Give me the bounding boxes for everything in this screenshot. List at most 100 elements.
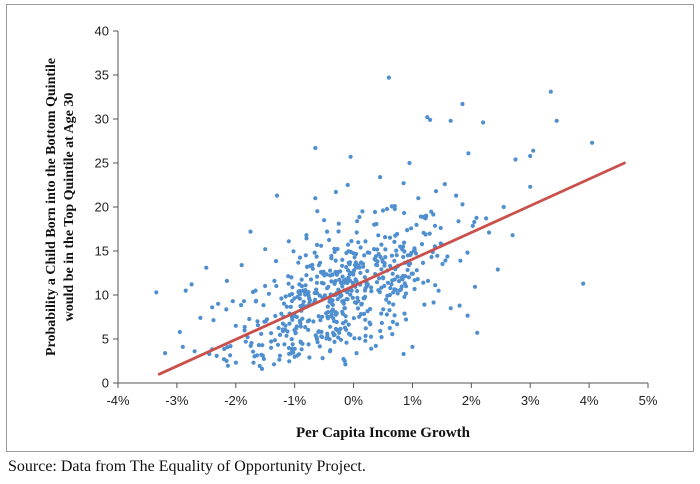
- data-point: [306, 290, 311, 295]
- data-point: [336, 287, 341, 292]
- data-point: [283, 294, 288, 299]
- data-point: [332, 281, 337, 286]
- data-point: [416, 196, 421, 201]
- data-point: [427, 231, 432, 236]
- scatter-chart: 0 5 10 15 20 25 30 35 40 -4% -3% -2% -1% 0% 1% 2% 3% 4% 5%…: [44, 24, 658, 442]
- data-point: [435, 253, 440, 258]
- data-point: [384, 206, 390, 212]
- data-point: [442, 182, 447, 187]
- data-point: [305, 264, 310, 269]
- data-point: [346, 260, 351, 265]
- data-point: [395, 291, 400, 296]
- data-point: [394, 253, 399, 258]
- data-point: [358, 245, 363, 250]
- data-point: [390, 332, 395, 337]
- data-point: [304, 233, 309, 238]
- data-point: [392, 313, 397, 318]
- data-point: [300, 316, 305, 321]
- data-point: [344, 265, 349, 270]
- data-point: [355, 219, 360, 224]
- data-point: [338, 326, 343, 331]
- data-point: [405, 253, 410, 258]
- x-axis-title: Per Capita Income Growth: [296, 425, 471, 441]
- data-point: [466, 151, 471, 156]
- data-point: [369, 285, 374, 290]
- data-point: [269, 345, 274, 350]
- data-point: [429, 209, 434, 214]
- data-point: [460, 202, 465, 207]
- data-point: [259, 366, 265, 371]
- data-point: [359, 302, 364, 307]
- data-point: [304, 273, 309, 278]
- data-point: [458, 258, 463, 263]
- data-point: [387, 325, 392, 331]
- data-point: [298, 292, 303, 297]
- data-point: [335, 297, 340, 302]
- data-point: [338, 337, 344, 342]
- trendline: [157, 161, 626, 376]
- data-point: [357, 214, 362, 220]
- data-point: [363, 338, 368, 343]
- data-point: [342, 325, 348, 330]
- data-point: [332, 249, 337, 254]
- data-point: [392, 277, 397, 282]
- data-point: [346, 331, 351, 336]
- data-point: [256, 343, 261, 348]
- x-tick-label: -1%: [283, 393, 307, 408]
- data-point: [431, 300, 436, 305]
- data-point: [423, 216, 428, 221]
- data-point: [384, 297, 389, 302]
- data-point: [313, 145, 318, 151]
- data-point: [403, 274, 408, 279]
- data-point: [396, 279, 402, 284]
- data-point: [421, 230, 426, 235]
- data-point: [385, 280, 391, 285]
- data-point: [163, 351, 168, 356]
- data-point: [261, 356, 266, 361]
- data-point: [329, 312, 334, 317]
- data-point: [299, 347, 304, 352]
- data-point: [319, 243, 324, 248]
- data-point: [254, 298, 259, 303]
- data-point: [315, 209, 320, 214]
- data-point: [328, 268, 333, 273]
- data-point: [300, 303, 305, 308]
- data-point: [284, 333, 289, 338]
- data-point: [274, 283, 279, 289]
- data-point: [313, 196, 318, 201]
- data-point: [214, 353, 219, 358]
- data-point: [286, 345, 291, 351]
- data-point: [390, 271, 395, 276]
- data-point: [340, 274, 345, 279]
- data-point: [233, 360, 238, 365]
- data-point: [414, 268, 419, 273]
- data-points: [154, 75, 595, 371]
- x-tick-label: -3%: [165, 393, 189, 408]
- data-point: [379, 285, 384, 290]
- data-point: [274, 193, 280, 198]
- data-point: [392, 206, 397, 212]
- y-tick-label: 40: [95, 24, 109, 39]
- data-point: [454, 193, 459, 198]
- data-point: [279, 311, 284, 316]
- data-point: [287, 321, 292, 326]
- data-point: [409, 226, 414, 231]
- data-point: [484, 216, 489, 221]
- data-point: [316, 329, 321, 334]
- data-point: [266, 291, 271, 296]
- data-point: [288, 304, 293, 309]
- y-tick-label: 15: [95, 244, 109, 259]
- data-point: [387, 235, 393, 240]
- data-point: [230, 299, 235, 304]
- data-point: [554, 118, 559, 123]
- data-point: [348, 154, 353, 159]
- data-point: [392, 258, 397, 263]
- data-point: [298, 289, 303, 294]
- data-point: [387, 308, 392, 313]
- data-point: [228, 344, 233, 349]
- data-point: [263, 283, 268, 289]
- data-point: [363, 317, 368, 322]
- data-point: [254, 353, 260, 358]
- data-point: [402, 240, 407, 245]
- data-point: [289, 275, 294, 280]
